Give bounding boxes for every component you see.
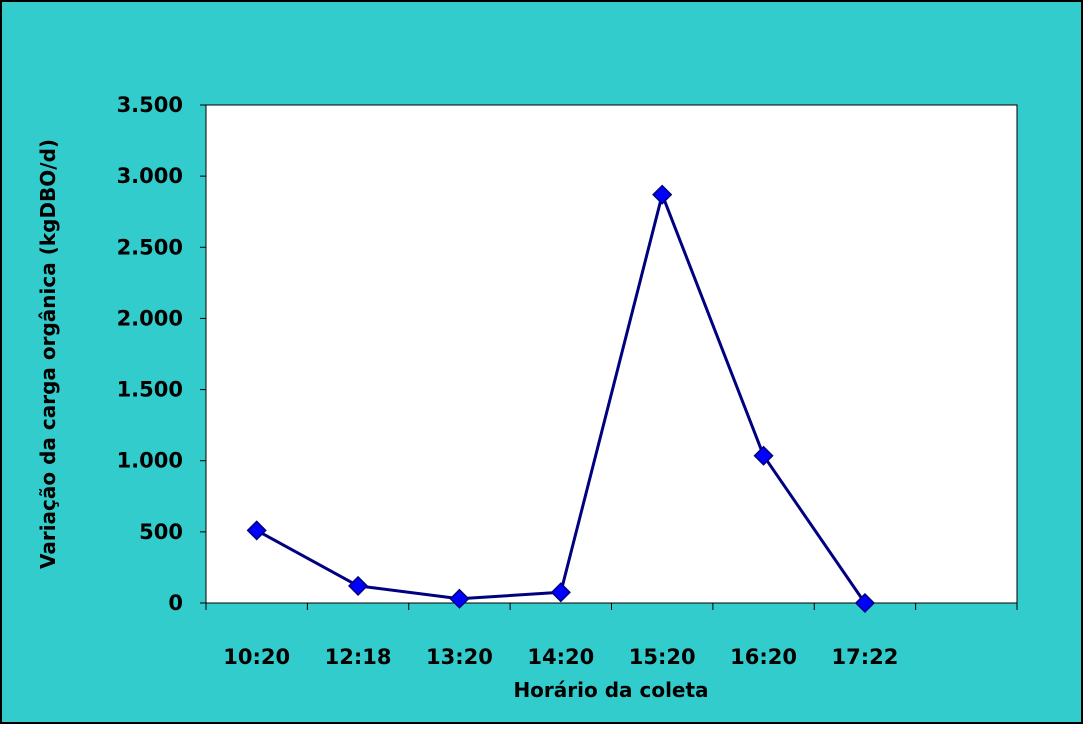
x-tick-label: 10:20 [223,645,290,669]
data-point-diamond [246,520,267,541]
y-tick-label: 3.000 [117,164,183,188]
data-point-diamond [550,582,571,603]
x-axis-ticks: 10:20 12:18 13:20 14:20 15:20 16:20 17:22 [205,603,1018,669]
x-tick-label: 16:20 [730,645,797,669]
x-tick-label: 17:22 [832,645,899,669]
y-tick-label: 2.000 [117,306,183,330]
x-tick-label: 12:18 [325,645,392,669]
data-point-diamond [652,184,673,205]
y-tick-label: 1.500 [117,378,183,402]
x-tick-label: 14:20 [527,645,594,669]
y-axis-title: Variação da carga orgânica (kgDBO/d) [36,139,60,569]
series-markers [246,184,875,614]
y-tick-label: 0 [168,591,183,615]
y-axis-ticks: 0 500 1.000 1.500 2.000 2.500 3.000 3.500 [117,93,206,615]
data-point-diamond [449,588,470,609]
x-tick-label: 13:20 [426,645,493,669]
x-tick-label: 15:20 [629,645,696,669]
y-tick-label: 2.500 [117,235,183,259]
y-tick-label: 3.500 [117,93,183,117]
x-axis-title: Horário da coleta [513,678,708,702]
data-point-diamond [854,592,875,614]
y-tick-label: 1.000 [117,449,183,473]
data-point-diamond [348,575,369,596]
y-tick-label: 500 [139,520,183,544]
data-point-diamond [753,445,774,466]
plot-area [205,104,1018,604]
